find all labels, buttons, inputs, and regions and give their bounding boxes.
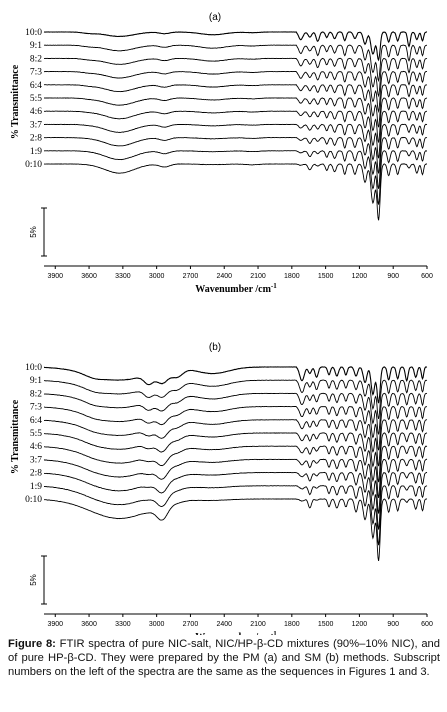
x-tick-label: 1800 (284, 273, 300, 280)
series-label: 2:8 (30, 134, 42, 144)
spectrum-line (43, 366, 428, 404)
series-label: 3:7 (30, 120, 42, 130)
spectrum-line (43, 70, 428, 114)
figure-caption: Figure 8: FTIR spectra of pure NIC-salt,… (8, 637, 440, 679)
x-tick-label: 1500 (318, 621, 334, 628)
spectrum-line (43, 471, 428, 530)
spectrum-line (43, 31, 428, 62)
spectrum-line (43, 136, 428, 189)
spectrum-line (44, 498, 428, 561)
x-tick-label: 3600 (81, 621, 97, 628)
x-tick-label: 2400 (216, 273, 232, 280)
x-tick-label: 3300 (115, 273, 131, 280)
x-tick-label: 900 (387, 621, 399, 628)
series-label: 0:10 (25, 495, 42, 505)
spectrum-line (43, 84, 428, 128)
series-label: 5:5 (30, 94, 42, 104)
x-tick-label: 900 (387, 273, 399, 280)
spectrum-line (43, 163, 427, 221)
x-tick-label: 2700 (183, 621, 199, 628)
series-label: 7:3 (30, 68, 42, 78)
spectrum-line (43, 44, 428, 83)
spectrum-line (43, 485, 428, 546)
x-axis-label-superscript: -1 (271, 630, 277, 635)
x-tick-label: 1200 (352, 621, 368, 628)
series-label: 1:9 (30, 147, 42, 157)
series-label: 3:7 (30, 455, 42, 465)
series-label: 1:9 (30, 482, 42, 492)
x-tick-label: 3900 (47, 273, 63, 280)
x-tick-label: 2700 (183, 273, 199, 280)
series-label: 5:5 (30, 429, 42, 439)
series-label: 9:1 (30, 376, 42, 386)
panel-a: (a) 10:0 9:1 8:2 7:3 6:4 5:5 4:6 3:7 2:8 1:9 0:10 % … (10, 12, 433, 295)
spectrum-line (43, 379, 428, 420)
series-label: 10:0 (25, 363, 42, 373)
spectrum-line (44, 57, 428, 98)
spectrum-line (43, 458, 428, 514)
series-label: 4:6 (30, 442, 42, 452)
series-label: 4:6 (30, 107, 42, 117)
panel-label: (b) (209, 342, 221, 353)
x-tick-label: 3600 (81, 273, 97, 280)
scale-bar-label: 5% (29, 574, 38, 586)
x-tick-label: 3000 (149, 273, 165, 280)
spectrum-line (44, 123, 428, 174)
spectrum-line (44, 406, 427, 451)
x-tick-label: 3300 (115, 621, 131, 628)
x-tick-label: 3000 (149, 621, 165, 628)
x-tick-label: 600 (421, 621, 433, 628)
x-axis-label: Wavenumber /cm-1 (195, 282, 277, 295)
scale-bar-label: 5% (29, 226, 38, 238)
series-label: 6:4 (30, 416, 42, 426)
x-tick-label: 1800 (284, 621, 300, 628)
x-tick-label: 2100 (250, 273, 266, 280)
series-label: 0:10 (25, 160, 42, 170)
x-axis-label-text: Wavenumber /cm (195, 284, 271, 295)
spectrum-line (44, 110, 428, 159)
series-label: 6:4 (30, 81, 42, 91)
panel-label: (a) (209, 12, 221, 23)
x-axis-label-superscript: -1 (271, 282, 277, 290)
series-label: 7:3 (30, 403, 42, 413)
ftir-figure: (a) 10:0 9:1 8:2 7:3 6:4 5:5 4:6 3:7 2:8 1:9 0:10 % … (10, 12, 433, 635)
x-tick-label: 1200 (352, 273, 368, 280)
x-axis-label-text: Wavenumber /cm (195, 632, 271, 635)
y-axis-label: % Transmittance (10, 64, 21, 139)
spectrum-line (44, 419, 428, 467)
x-tick-label: 600 (421, 273, 433, 280)
series-label: 2:8 (30, 469, 42, 479)
caption-text: FTIR spectra of pure NIC-salt, NIC/HP-β-… (8, 638, 440, 678)
x-tick-label: 1500 (318, 273, 334, 280)
spectrum-line (43, 150, 427, 205)
x-tick-label: 2400 (216, 621, 232, 628)
spectrum-line (43, 445, 428, 498)
series-label: 10:0 (25, 28, 42, 38)
series-label: 9:1 (30, 41, 42, 51)
y-axis-label: % Transmittance (10, 399, 21, 474)
x-axis-label: Wavenumber /cm-1 (195, 630, 277, 635)
spectrum-line (43, 392, 428, 435)
spectrum-line (43, 97, 428, 143)
x-tick-label: 3900 (47, 621, 63, 628)
x-tick-label: 2100 (250, 621, 266, 628)
series-label: 8:2 (30, 389, 42, 399)
series-label: 8:2 (30, 54, 42, 64)
panel-b: (b) 10:0 9:1 8:2 7:3 6:4 5:5 4:6 3:7 2:8 1:9 0:10 % … (10, 342, 433, 635)
caption-label: Figure 8: (8, 638, 56, 650)
spectrum-line (43, 432, 428, 483)
